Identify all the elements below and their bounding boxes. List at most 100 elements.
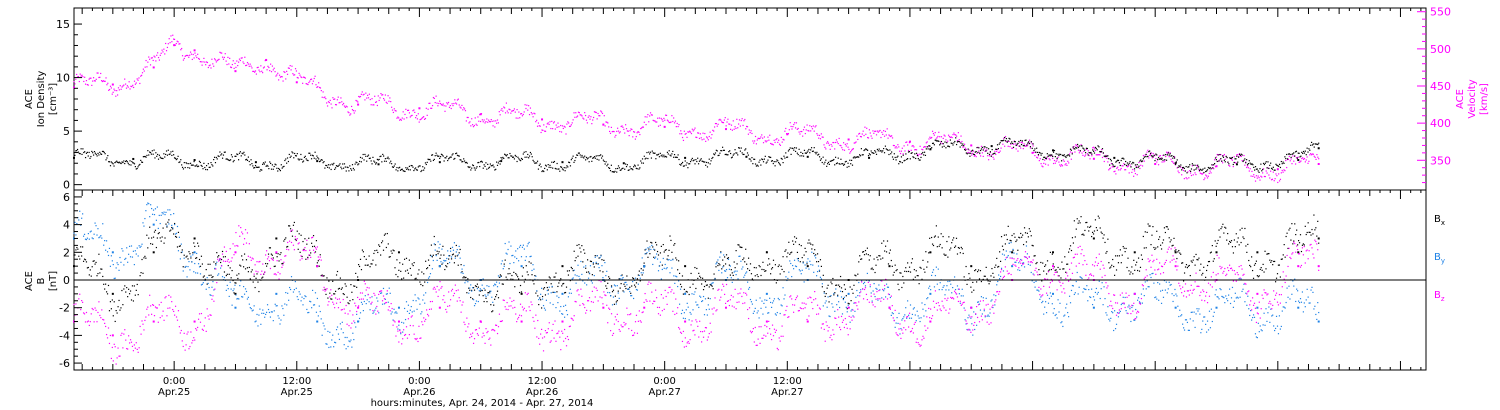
ion-density-point — [792, 147, 794, 150]
ion-density-point — [787, 150, 790, 152]
velocity-point — [388, 100, 390, 102]
ion-density-point — [818, 153, 820, 155]
by-point — [630, 295, 632, 297]
by-point — [617, 292, 619, 294]
velocity-point — [304, 77, 306, 79]
velocity-point — [1198, 170, 1201, 172]
velocity-point — [691, 128, 693, 130]
by-point — [486, 285, 488, 287]
bx-point — [1060, 277, 1062, 279]
ion-density-point — [1220, 158, 1222, 160]
ion-density-point — [1219, 153, 1221, 156]
ion-density-point — [220, 154, 222, 156]
velocity-point — [1141, 165, 1144, 167]
ion-density-point — [613, 171, 615, 173]
ion-density-point — [826, 163, 829, 165]
by-point — [111, 251, 114, 254]
velocity-point — [591, 123, 593, 125]
ion-density-point — [643, 155, 645, 157]
by-point — [155, 219, 158, 221]
by-point — [462, 272, 464, 275]
bx-point — [1112, 258, 1114, 261]
ion-density-point — [991, 148, 993, 151]
ion-density-point — [700, 158, 702, 160]
ion-density-point — [213, 158, 215, 161]
by-point — [574, 274, 576, 276]
bx-point — [1052, 263, 1054, 265]
bx-point — [1150, 244, 1152, 246]
ion-density-point — [177, 155, 179, 157]
velocity-point — [617, 130, 620, 132]
by-point — [761, 300, 763, 302]
velocity-point — [1238, 155, 1240, 158]
velocity-point — [441, 104, 443, 106]
by-point — [475, 300, 478, 302]
ion-density-point — [174, 157, 177, 159]
velocity-point — [173, 38, 175, 40]
ion-density-point — [929, 148, 932, 151]
velocity-point — [228, 63, 230, 65]
by-point — [621, 278, 623, 280]
bx-point — [402, 263, 404, 265]
by-point — [655, 256, 657, 258]
bx-point — [205, 268, 207, 271]
velocity-point — [554, 128, 556, 130]
ion-density-point — [932, 142, 935, 144]
velocity-point — [110, 87, 112, 89]
bx-point — [963, 276, 965, 278]
ion-density-point — [1045, 157, 1048, 159]
by-point — [707, 304, 709, 306]
bx-point — [706, 284, 708, 286]
by-point — [175, 232, 178, 234]
by-point — [682, 317, 685, 319]
by-point — [139, 246, 141, 248]
ion-density-point — [791, 147, 793, 149]
ion-density-point — [527, 153, 529, 156]
velocity-point — [657, 117, 659, 119]
ion-density-point — [1113, 166, 1115, 168]
velocity-point — [313, 77, 315, 80]
bx-point — [482, 295, 484, 297]
bx-point — [700, 277, 702, 279]
velocity-point — [83, 80, 85, 83]
bx-point — [99, 272, 101, 274]
ion-density-point — [856, 156, 858, 158]
bx-point — [795, 237, 798, 239]
bx-point — [1299, 234, 1302, 236]
velocity-point — [342, 102, 345, 105]
top-right-ylabel-line3: [km/s] — [1479, 83, 1490, 115]
by-point — [570, 292, 572, 294]
bx-point — [1282, 254, 1284, 256]
bx-point — [884, 245, 887, 247]
bx-point — [1314, 229, 1316, 231]
by-point — [712, 282, 714, 284]
bx-point — [499, 274, 501, 276]
by-point — [314, 292, 317, 294]
by-point — [324, 328, 326, 330]
ion-density-point — [1138, 165, 1140, 167]
bx-point — [902, 275, 904, 278]
by-point — [121, 248, 123, 250]
velocity-point — [359, 95, 362, 98]
velocity-point — [836, 141, 838, 143]
bx-point — [458, 252, 460, 254]
by-point — [643, 265, 646, 268]
ion-density-point — [1203, 171, 1205, 174]
velocity-point — [865, 133, 867, 135]
ion-density-point — [423, 167, 426, 169]
bx-point — [1259, 268, 1261, 271]
ion-density-point — [1233, 161, 1235, 164]
ion-density-point — [407, 169, 410, 171]
by-point — [325, 343, 327, 345]
ion-density-point — [681, 163, 683, 165]
by-point — [1317, 320, 1320, 323]
velocity-point — [1264, 175, 1266, 178]
velocity-point — [324, 96, 326, 98]
ion-density-point — [1080, 145, 1082, 147]
bx-point — [1026, 232, 1029, 234]
velocity-point — [882, 133, 884, 135]
velocity-point — [460, 107, 462, 109]
velocity-point — [689, 131, 692, 133]
velocity-point — [1081, 152, 1083, 154]
